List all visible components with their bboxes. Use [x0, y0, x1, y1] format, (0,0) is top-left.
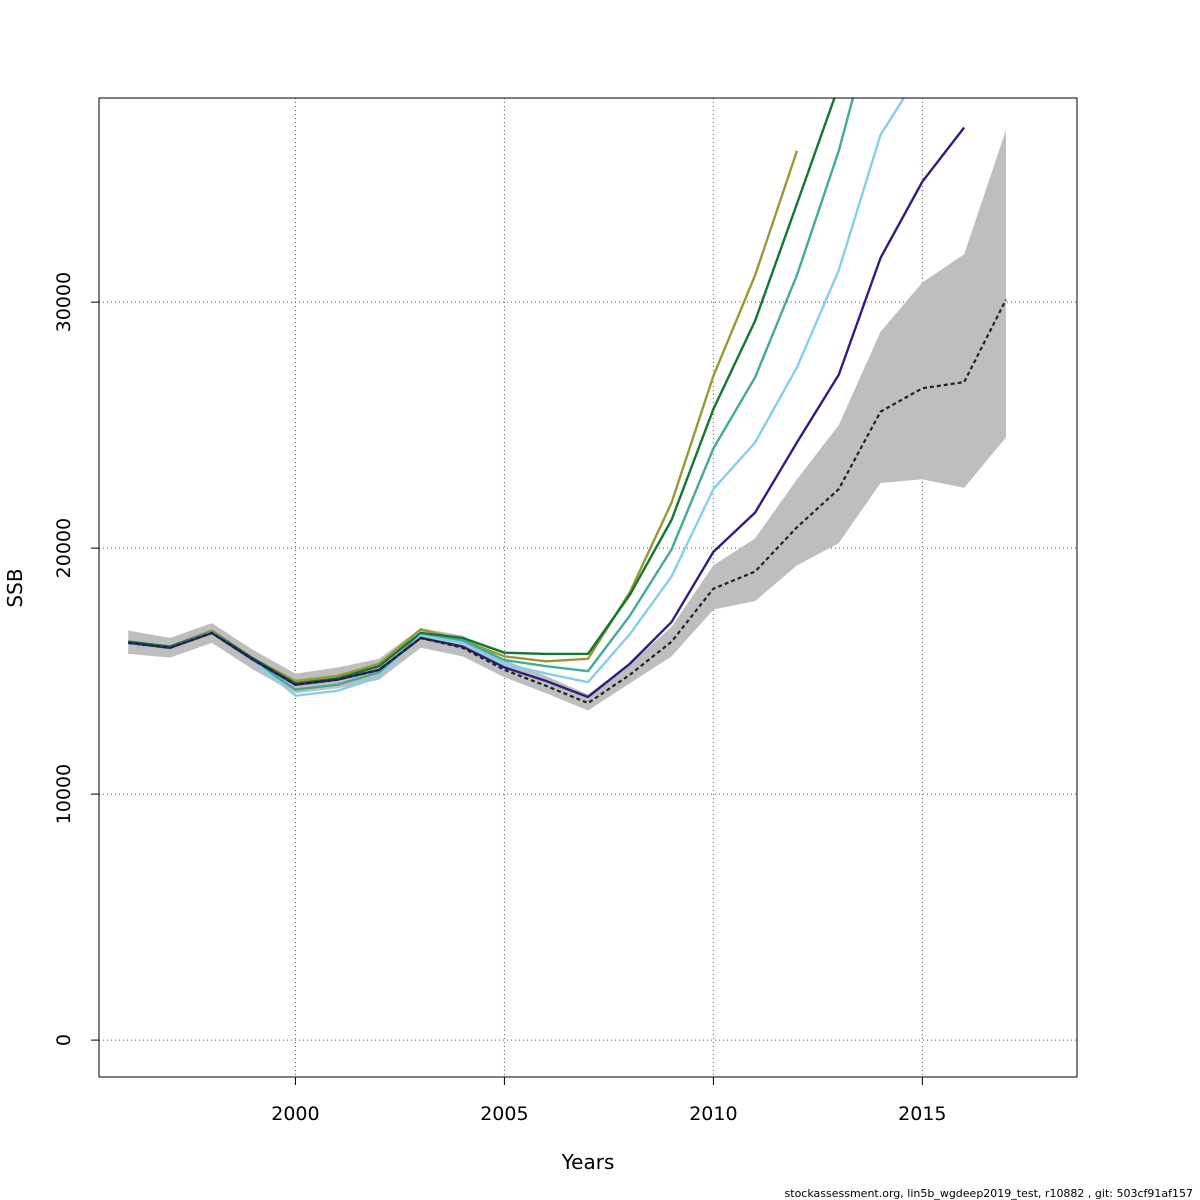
y-axis: 0 10000 20000 30000	[53, 272, 99, 1046]
series-line-estimate	[128, 299, 1007, 705]
plot-frame	[98, 97, 1078, 1078]
series-line-retro	[128, 98, 906, 697]
x-tick-label: 2000	[271, 1103, 319, 1125]
x-tick-label: 2010	[689, 1103, 737, 1125]
footer-credit: stockassessment.org, lin5b_wgdeep2019_te…	[785, 1187, 1193, 1200]
series-lines	[128, 98, 1007, 705]
x-axis-label: Years	[561, 1150, 615, 1174]
confidence-band	[128, 129, 1006, 711]
y-tick-label: 30000	[53, 272, 75, 332]
y-tick-label: 20000	[53, 518, 75, 578]
gridlines	[99, 98, 1077, 1077]
x-tick-label: 2005	[480, 1103, 528, 1125]
x-tick-label: 2015	[898, 1103, 946, 1125]
series-line-retro	[128, 126, 966, 699]
y-axis-label: SSB	[3, 568, 27, 607]
y-tick-label: 0	[53, 1034, 75, 1046]
y-tick-label: 10000	[53, 764, 75, 824]
x-axis: 2000 2005 2010 2015	[271, 1077, 947, 1125]
ci-band	[128, 129, 1006, 711]
